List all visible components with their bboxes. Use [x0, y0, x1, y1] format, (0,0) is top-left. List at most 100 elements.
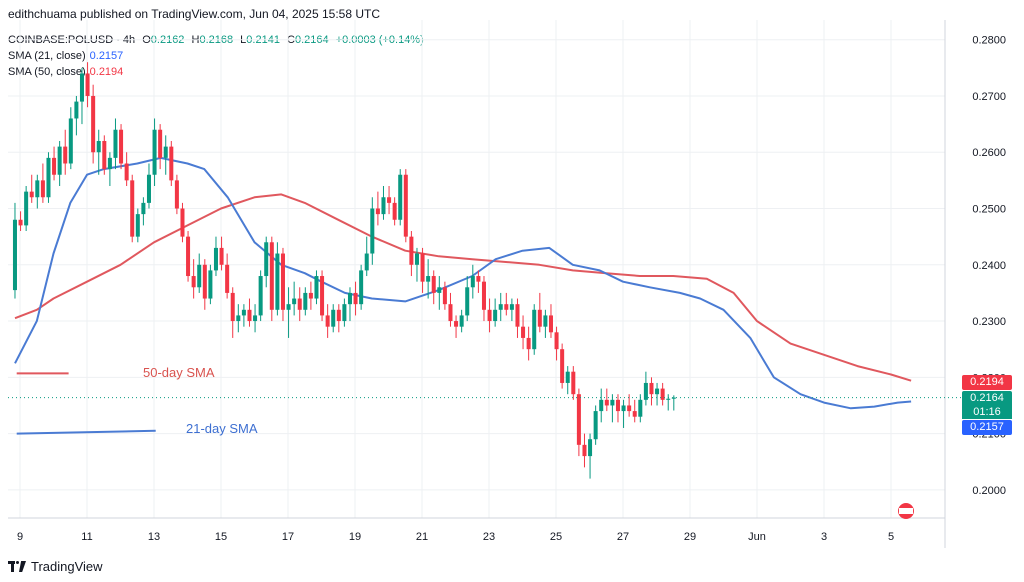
candle-body — [604, 399, 609, 406]
candle-body — [146, 174, 151, 203]
candle-body — [521, 326, 526, 338]
y-tick-label: 0.2000 — [972, 485, 1006, 497]
candle-body — [588, 439, 593, 457]
y-tick-label: 0.2300 — [972, 316, 1006, 328]
candle-body — [253, 315, 258, 322]
x-tick-label: 27 — [617, 531, 629, 543]
sma21-annotation: 21-day SMA — [186, 421, 258, 436]
candle-body — [297, 298, 302, 310]
candle-body — [241, 309, 246, 316]
sma21-label: SMA (21, close) — [8, 50, 86, 62]
sma21-sample-line — [16, 429, 156, 435]
y-tick-label: 0.2600 — [972, 147, 1006, 159]
candle-body — [180, 208, 185, 237]
candle-body — [303, 292, 308, 310]
candle-body — [119, 129, 124, 164]
candle-body — [359, 270, 364, 305]
candle-body — [364, 253, 369, 271]
candle-body — [68, 118, 73, 164]
candle-body — [63, 146, 68, 164]
candle-body — [353, 292, 358, 305]
candle-body — [197, 264, 202, 288]
x-tick-label: Jun — [748, 531, 766, 543]
sma21-price-tag: 0.2157 — [962, 420, 1012, 435]
candle-body — [292, 298, 297, 305]
tradingview-brand[interactable]: TradingView — [8, 559, 103, 574]
candle-body — [615, 399, 620, 412]
y-tick-label: 0.2800 — [972, 35, 1006, 47]
candle-body — [85, 73, 90, 96]
candle-body — [152, 129, 157, 175]
sma50-label: SMA (50, close) — [8, 66, 86, 78]
candle-body — [57, 146, 62, 175]
candle-body — [599, 399, 604, 412]
candle-body — [52, 157, 57, 175]
candle-body — [342, 304, 347, 322]
candle-body — [213, 247, 218, 271]
x-tick-label: 3 — [821, 531, 827, 543]
candle-body — [225, 264, 230, 293]
x-tick-label: 25 — [550, 531, 562, 543]
candle-body — [331, 309, 336, 327]
candle-body — [387, 197, 392, 203]
candle-body — [565, 371, 570, 383]
candle-body — [12, 219, 17, 291]
sma21-value: 0.2157 — [89, 50, 124, 62]
candle-body — [481, 281, 486, 310]
candle-body — [124, 163, 129, 181]
candle-body — [515, 304, 520, 327]
candle-body — [487, 309, 492, 322]
candle-body — [269, 242, 274, 310]
candle-body — [426, 276, 431, 282]
sma50-price-tag: 0.2194 — [962, 375, 1012, 390]
last-price-tag: 0.2164 — [962, 391, 1012, 406]
candle-body — [649, 382, 654, 395]
candle-body — [325, 315, 330, 327]
candle-body — [79, 73, 84, 102]
candle-body — [638, 399, 643, 417]
candle-body — [35, 180, 40, 198]
y-tick-label: 0.2700 — [972, 91, 1006, 103]
publisher-credit: edithchuama published on TradingView.com… — [8, 7, 381, 21]
candle-body — [671, 397, 676, 399]
events-flag-stripe — [899, 508, 913, 514]
candle-body — [398, 174, 403, 220]
candle-body — [660, 388, 665, 400]
candle-body — [666, 398, 671, 400]
candle-body — [46, 157, 51, 198]
candle-body — [18, 219, 23, 226]
candle-body — [130, 180, 135, 237]
x-tick-label: 19 — [349, 531, 361, 543]
candle-body — [560, 349, 565, 383]
sma50-value: 0.2194 — [89, 66, 124, 78]
tradingview-logo-icon — [8, 561, 26, 572]
legend-sma21-row[interactable]: SMA (21, close) 0.2157 — [8, 48, 424, 64]
x-tick-label: 9 — [17, 531, 23, 543]
candle-body — [509, 304, 514, 310]
candle-body — [442, 287, 447, 305]
x-tick-label: 11 — [81, 531, 92, 543]
candle-body — [236, 315, 241, 322]
candle-body — [208, 270, 213, 299]
candle-body — [420, 253, 425, 282]
candle-body — [381, 197, 386, 215]
candle-body — [437, 287, 442, 293]
candle-body — [24, 191, 29, 226]
candle-body — [526, 337, 531, 350]
candle-body — [370, 208, 375, 254]
candle-body — [576, 394, 581, 445]
candle-body — [554, 332, 559, 350]
candle-body — [158, 129, 163, 158]
candle-body — [548, 315, 553, 333]
candle-body — [258, 276, 263, 316]
sma50-annotation: 50-day SMA — [143, 365, 215, 380]
candle-body — [264, 242, 269, 277]
candle-body — [40, 180, 45, 198]
legend-sma50-row[interactable]: SMA (50, close) 0.2194 — [8, 64, 424, 80]
candle-body — [141, 202, 146, 215]
candle-body — [247, 309, 252, 322]
candle-body — [280, 253, 285, 310]
x-tick-label: 29 — [684, 531, 696, 543]
candle-body — [286, 304, 291, 310]
